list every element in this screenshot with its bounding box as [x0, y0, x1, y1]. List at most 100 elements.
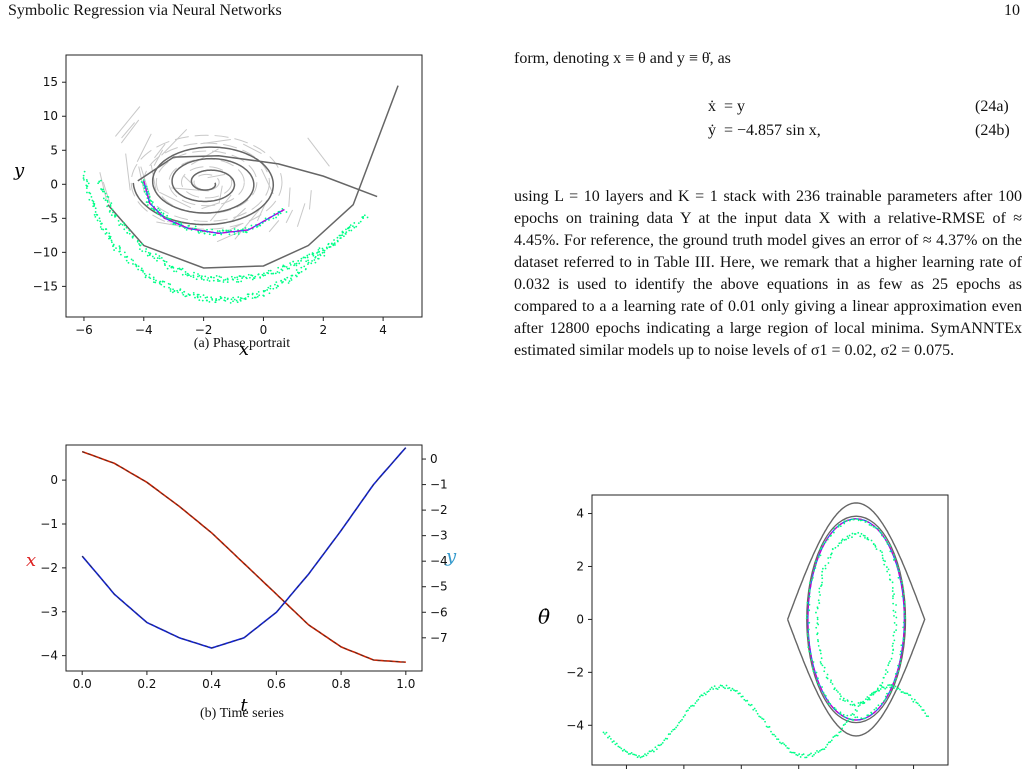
data-point — [629, 752, 632, 755]
data-point — [903, 692, 906, 694]
data-point — [882, 676, 885, 679]
data-point — [176, 289, 179, 292]
data-point — [112, 245, 114, 248]
data-point — [805, 756, 808, 759]
data-point — [690, 705, 692, 708]
data-point — [840, 695, 842, 698]
data-point — [830, 553, 832, 556]
data-point — [789, 751, 792, 754]
data-point — [229, 301, 232, 304]
data-point — [289, 263, 292, 266]
data-point — [200, 276, 203, 279]
data-point — [264, 217, 267, 220]
data-point — [206, 296, 209, 299]
data-point — [901, 595, 904, 598]
x-tick-label: 0.8 — [332, 677, 351, 691]
data-point — [846, 714, 849, 717]
data-point — [235, 299, 238, 302]
data-point — [87, 182, 90, 185]
data-point — [322, 249, 325, 252]
data-point — [119, 253, 122, 256]
data-point — [159, 280, 162, 283]
data-point — [131, 236, 134, 239]
data-point — [774, 735, 777, 738]
y-tick-label: −3 — [40, 605, 58, 619]
data-point — [862, 717, 865, 720]
y-tick-label: −1 — [40, 517, 58, 531]
data-point — [642, 755, 645, 757]
data-point — [733, 689, 735, 692]
data-point — [820, 657, 823, 660]
data-point — [900, 691, 903, 693]
data-point — [921, 709, 924, 711]
y-axis-label: θ̇ — [538, 604, 550, 628]
data-point — [202, 278, 205, 281]
data-point — [189, 294, 191, 296]
data-point — [242, 275, 245, 278]
data-point — [296, 271, 299, 274]
data-point — [233, 298, 236, 301]
data-point — [166, 214, 169, 217]
data-point — [98, 217, 101, 220]
data-point — [897, 687, 900, 690]
data-point — [872, 693, 875, 696]
data-point — [864, 536, 866, 539]
data-point — [839, 712, 842, 715]
data-point — [888, 684, 891, 686]
data-point — [172, 288, 174, 291]
data-point — [925, 715, 928, 718]
data-point — [821, 686, 823, 688]
data-point — [818, 602, 821, 604]
data-point — [891, 652, 894, 655]
flow-streamline — [307, 137, 330, 167]
data-point — [837, 691, 839, 693]
data-point — [276, 284, 279, 287]
data-point — [107, 196, 110, 198]
data-point — [225, 229, 228, 232]
data-point — [892, 634, 895, 637]
data-point — [655, 748, 658, 751]
data-point — [150, 200, 153, 202]
data-point — [355, 225, 358, 228]
data-point — [883, 700, 885, 702]
data-point — [178, 221, 180, 224]
data-point — [887, 664, 890, 667]
data-point — [886, 543, 889, 545]
data-point — [163, 280, 166, 283]
pendulum-phase-frame — [591, 494, 949, 766]
data-point — [887, 568, 890, 571]
data-point — [158, 257, 161, 260]
data-point — [215, 299, 218, 302]
data-point — [857, 705, 860, 708]
data-point — [169, 290, 172, 292]
data-point — [838, 731, 841, 734]
x-series-line — [81, 450, 406, 663]
data-point — [128, 232, 131, 235]
data-point — [853, 713, 855, 716]
data-point — [874, 544, 877, 547]
data-point — [701, 694, 704, 697]
data-point — [106, 205, 109, 208]
data-point — [89, 192, 92, 195]
data-point — [672, 728, 675, 731]
data-point — [864, 534, 866, 537]
data-point — [875, 707, 878, 709]
data-point — [902, 640, 905, 642]
data-point — [883, 563, 886, 566]
data-point — [849, 703, 852, 706]
data-point — [226, 277, 229, 280]
data-point — [98, 180, 101, 183]
data-point — [295, 275, 298, 278]
data-point — [885, 669, 887, 671]
data-point — [143, 187, 146, 190]
data-point — [169, 283, 172, 286]
data-point — [894, 677, 897, 680]
data-point — [821, 567, 824, 570]
data-point — [829, 741, 832, 743]
data-point — [889, 550, 892, 553]
data-point — [268, 292, 271, 295]
data-point — [176, 267, 179, 270]
flow-streamline — [99, 172, 107, 200]
data-point — [819, 548, 821, 551]
data-point — [224, 278, 227, 281]
